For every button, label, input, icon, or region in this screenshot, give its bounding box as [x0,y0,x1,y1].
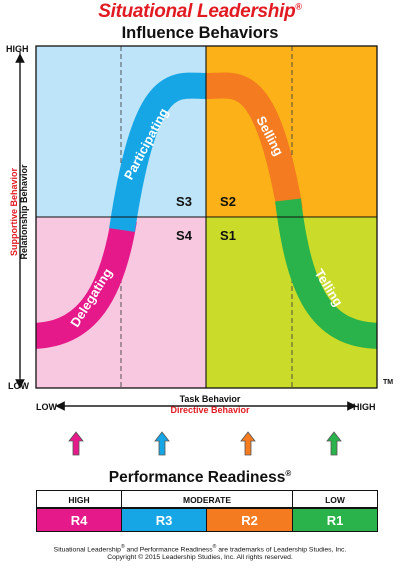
performance-readiness-title: Performance Readiness® [108,469,292,487]
curve-delegating [36,217,137,349]
y-axis-high-label: HIGH [6,44,29,54]
curve-participating [109,72,208,232]
x-axis-label-task: Task Behavior [179,394,241,404]
x-axis-high-label: HIGH [353,402,376,412]
readiness-r3: R3 [121,508,207,532]
title: Situational Leadership® [98,1,302,22]
readiness-r2: R2 [206,508,293,532]
arrow-r3-icon [154,431,170,456]
level-low: LOW [292,490,378,508]
code-s4: S4 [176,228,193,243]
readiness-r1: R1 [292,508,378,532]
level-high: HIGH [36,490,122,508]
footer-copyright-line: Copyright © 2015 Leadership Studies, Inc… [107,554,293,561]
code-s1: S1 [220,228,236,243]
arrow-r2-icon [240,431,256,456]
subtitle: Influence Behaviors [121,24,279,42]
trademark-mark: TM [383,379,394,386]
x-axis-label-directive: Directive Behavior [170,405,250,415]
code-s3: S3 [176,194,192,209]
arrow-r4-icon [68,431,84,456]
footer-trademark-line: Situational Leadership® and Performance … [53,544,347,554]
curve-selling [205,72,303,213]
arrow-r1-icon [326,431,342,456]
level-moderate: MODERATE [121,490,293,508]
curve-telling [275,198,377,349]
x-axis-low-label: LOW [36,402,57,412]
code-s2: S2 [220,194,236,209]
readiness-r4: R4 [36,508,122,532]
